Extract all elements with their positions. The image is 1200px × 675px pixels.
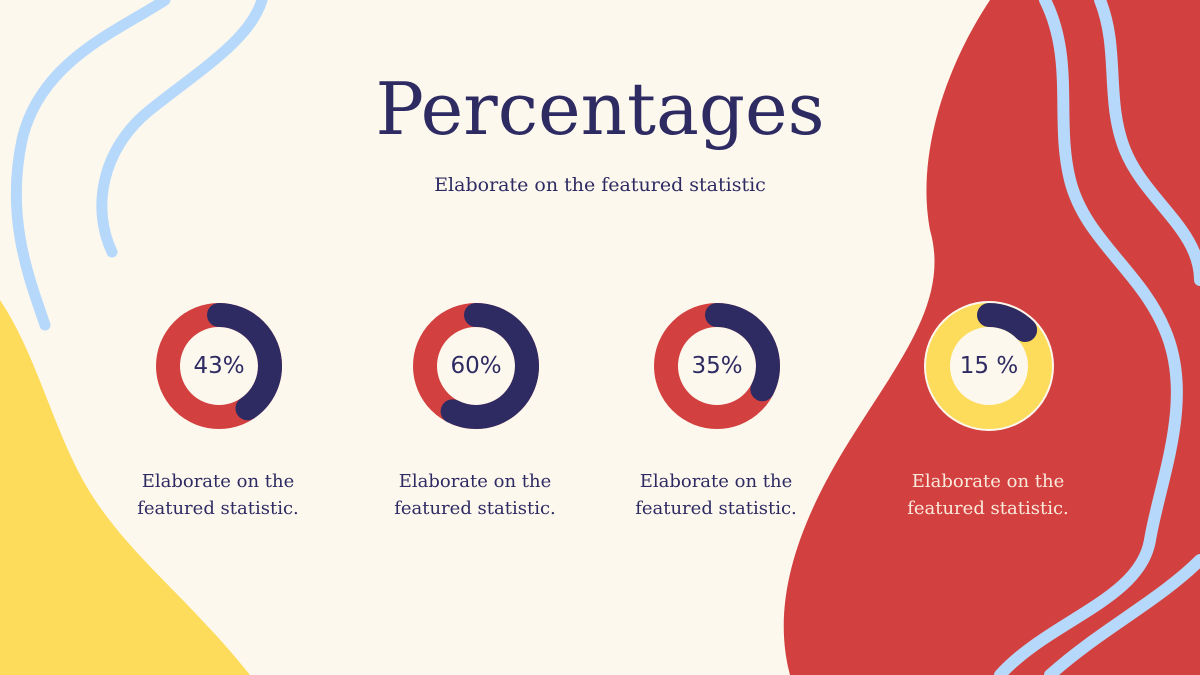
stat-description: Elaborate on the featured statistic. xyxy=(606,468,826,522)
stat-value: 15 % xyxy=(959,353,1019,379)
stat-description-line-2: featured statistic. xyxy=(907,498,1069,519)
blue-squiggle-left xyxy=(10,0,171,331)
stat-description-line-1: Elaborate on the xyxy=(639,471,793,492)
stat-description-line-2: featured statistic. xyxy=(635,498,797,519)
blue-squiggle-right-3 xyxy=(1044,554,1200,675)
blue-squiggle-right-1 xyxy=(994,0,1183,675)
stat-description: Elaborate on the featured statistic. xyxy=(365,468,585,522)
page-subtitle: Elaborate on the featured statistic xyxy=(434,174,766,196)
stat-description-line-1: Elaborate on the xyxy=(398,471,552,492)
stat-description-line-2: featured statistic. xyxy=(137,498,299,519)
stat-value: 43% xyxy=(193,353,245,379)
page-title: Percentages xyxy=(375,67,825,151)
donut-svg xyxy=(411,301,541,431)
donut-svg xyxy=(924,301,1054,431)
donut-fill xyxy=(926,303,1052,429)
stat-description-line-1: Elaborate on the xyxy=(911,471,1065,492)
stat-description-line-1: Elaborate on the xyxy=(141,471,295,492)
donut-svg xyxy=(652,301,782,431)
stat-description-line-2: featured statistic. xyxy=(394,498,556,519)
blue-squiggle-right-2 xyxy=(1094,0,1200,286)
donut-chart: 15 % xyxy=(919,296,1059,436)
donut-fill xyxy=(654,303,780,429)
donut-fill xyxy=(413,303,539,429)
stat-value: 35% xyxy=(691,353,743,379)
donut-chart: 35% xyxy=(647,296,787,436)
stat-description: Elaborate on the featured statistic. xyxy=(108,468,328,522)
yellow-blob-shape xyxy=(0,300,250,675)
donut-chart: 43% xyxy=(149,296,289,436)
blue-squiggle-middle xyxy=(96,0,268,258)
stat-value: 60% xyxy=(450,353,502,379)
donut-fill xyxy=(156,303,282,429)
donut-svg xyxy=(154,301,284,431)
stat-description: Elaborate on the featured statistic. xyxy=(878,468,1098,522)
donut-chart: 60% xyxy=(406,296,546,436)
